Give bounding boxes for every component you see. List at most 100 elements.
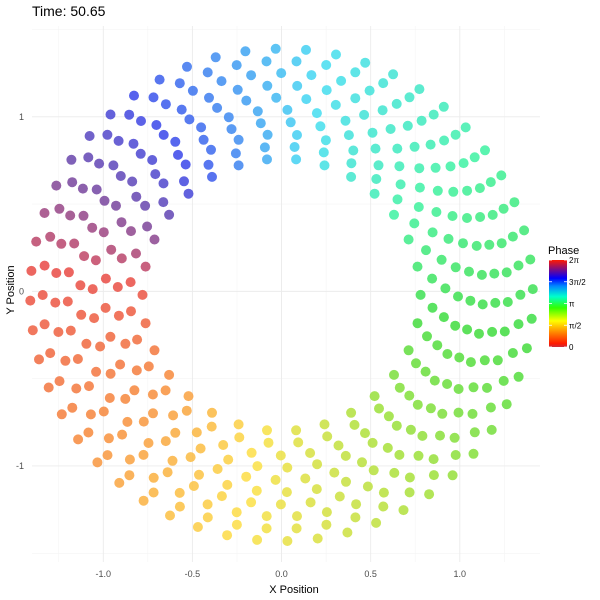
data-point [259, 142, 270, 153]
data-point [246, 447, 257, 458]
data-point [216, 76, 227, 87]
data-point [252, 534, 263, 545]
data-point [31, 236, 42, 247]
data-point [129, 90, 139, 101]
data-point [222, 530, 233, 541]
data-point [241, 95, 252, 106]
data-point [91, 184, 102, 195]
data-point [450, 450, 461, 460]
data-point [54, 203, 65, 214]
data-point [142, 221, 153, 232]
data-point [425, 403, 436, 414]
data-point [437, 408, 448, 419]
data-point [436, 254, 447, 265]
data-point [184, 114, 195, 125]
data-point [148, 92, 159, 103]
data-point [350, 93, 361, 104]
data-point [233, 419, 244, 430]
data-point [321, 85, 332, 96]
data-point [526, 313, 537, 324]
data-point [492, 355, 503, 366]
data-point [282, 462, 293, 473]
data-point [128, 138, 139, 149]
data-point [289, 142, 300, 152]
data-point [331, 49, 341, 60]
data-point [226, 124, 237, 135]
data-point [422, 331, 432, 342]
data-point [25, 295, 36, 306]
data-point [465, 357, 476, 368]
data-point [276, 68, 287, 79]
legend-labels: 2π 3π/2 π π/2 0 [549, 256, 586, 352]
data-point [81, 338, 92, 349]
data-point [318, 147, 329, 158]
data-point [346, 158, 357, 169]
data-point [116, 253, 127, 264]
data-point [469, 427, 480, 438]
data-point [329, 467, 340, 478]
data-point [417, 430, 428, 441]
data-point [291, 154, 302, 165]
data-point [148, 487, 159, 498]
data-point [262, 425, 272, 436]
data-point [252, 461, 263, 472]
data-point [370, 143, 381, 154]
data-point [231, 507, 242, 518]
data-point [301, 94, 312, 105]
data-point [207, 171, 217, 182]
data-point [389, 467, 400, 478]
data-point [114, 477, 125, 488]
data-point [501, 399, 512, 410]
data-point [158, 129, 169, 140]
data-point [164, 209, 175, 220]
data-point [51, 268, 62, 278]
data-point [385, 124, 396, 134]
data-point [108, 160, 119, 171]
data-point [271, 92, 282, 103]
data-point [501, 267, 512, 278]
data-point [85, 409, 96, 420]
data-point [99, 195, 110, 206]
data-point [206, 144, 216, 155]
data-point [292, 511, 302, 522]
data-point [102, 450, 113, 461]
data-point [240, 46, 251, 57]
data-point [255, 118, 266, 129]
data-point [67, 177, 78, 188]
data-point [465, 295, 476, 306]
data-point [104, 393, 115, 403]
data-point [174, 501, 185, 512]
data-point [411, 358, 421, 369]
data-point [460, 122, 471, 133]
data-point [447, 470, 458, 481]
data-point [349, 419, 360, 430]
data-point [389, 209, 399, 220]
data-point [173, 149, 183, 160]
data-point [206, 421, 217, 432]
data-point [115, 359, 126, 370]
data-point [499, 326, 510, 337]
data-point [487, 326, 498, 337]
data-point [421, 245, 431, 256]
data-point [440, 283, 451, 294]
data-point [485, 177, 496, 188]
data-point [432, 340, 443, 351]
data-point [115, 171, 126, 181]
data-point [116, 217, 127, 228]
data-point [334, 491, 345, 502]
data-point [453, 407, 464, 418]
data-point [319, 419, 330, 430]
data-point [392, 143, 403, 154]
data-point [131, 191, 142, 202]
data-point [188, 481, 199, 491]
data-point [170, 427, 181, 438]
data-point [428, 470, 439, 481]
data-point [117, 429, 128, 440]
data-point [176, 104, 187, 115]
data-point [148, 472, 159, 483]
data-point [357, 457, 367, 468]
data-point [480, 145, 490, 156]
data-point [368, 465, 379, 476]
data-point [135, 148, 146, 159]
data-point [53, 327, 64, 337]
